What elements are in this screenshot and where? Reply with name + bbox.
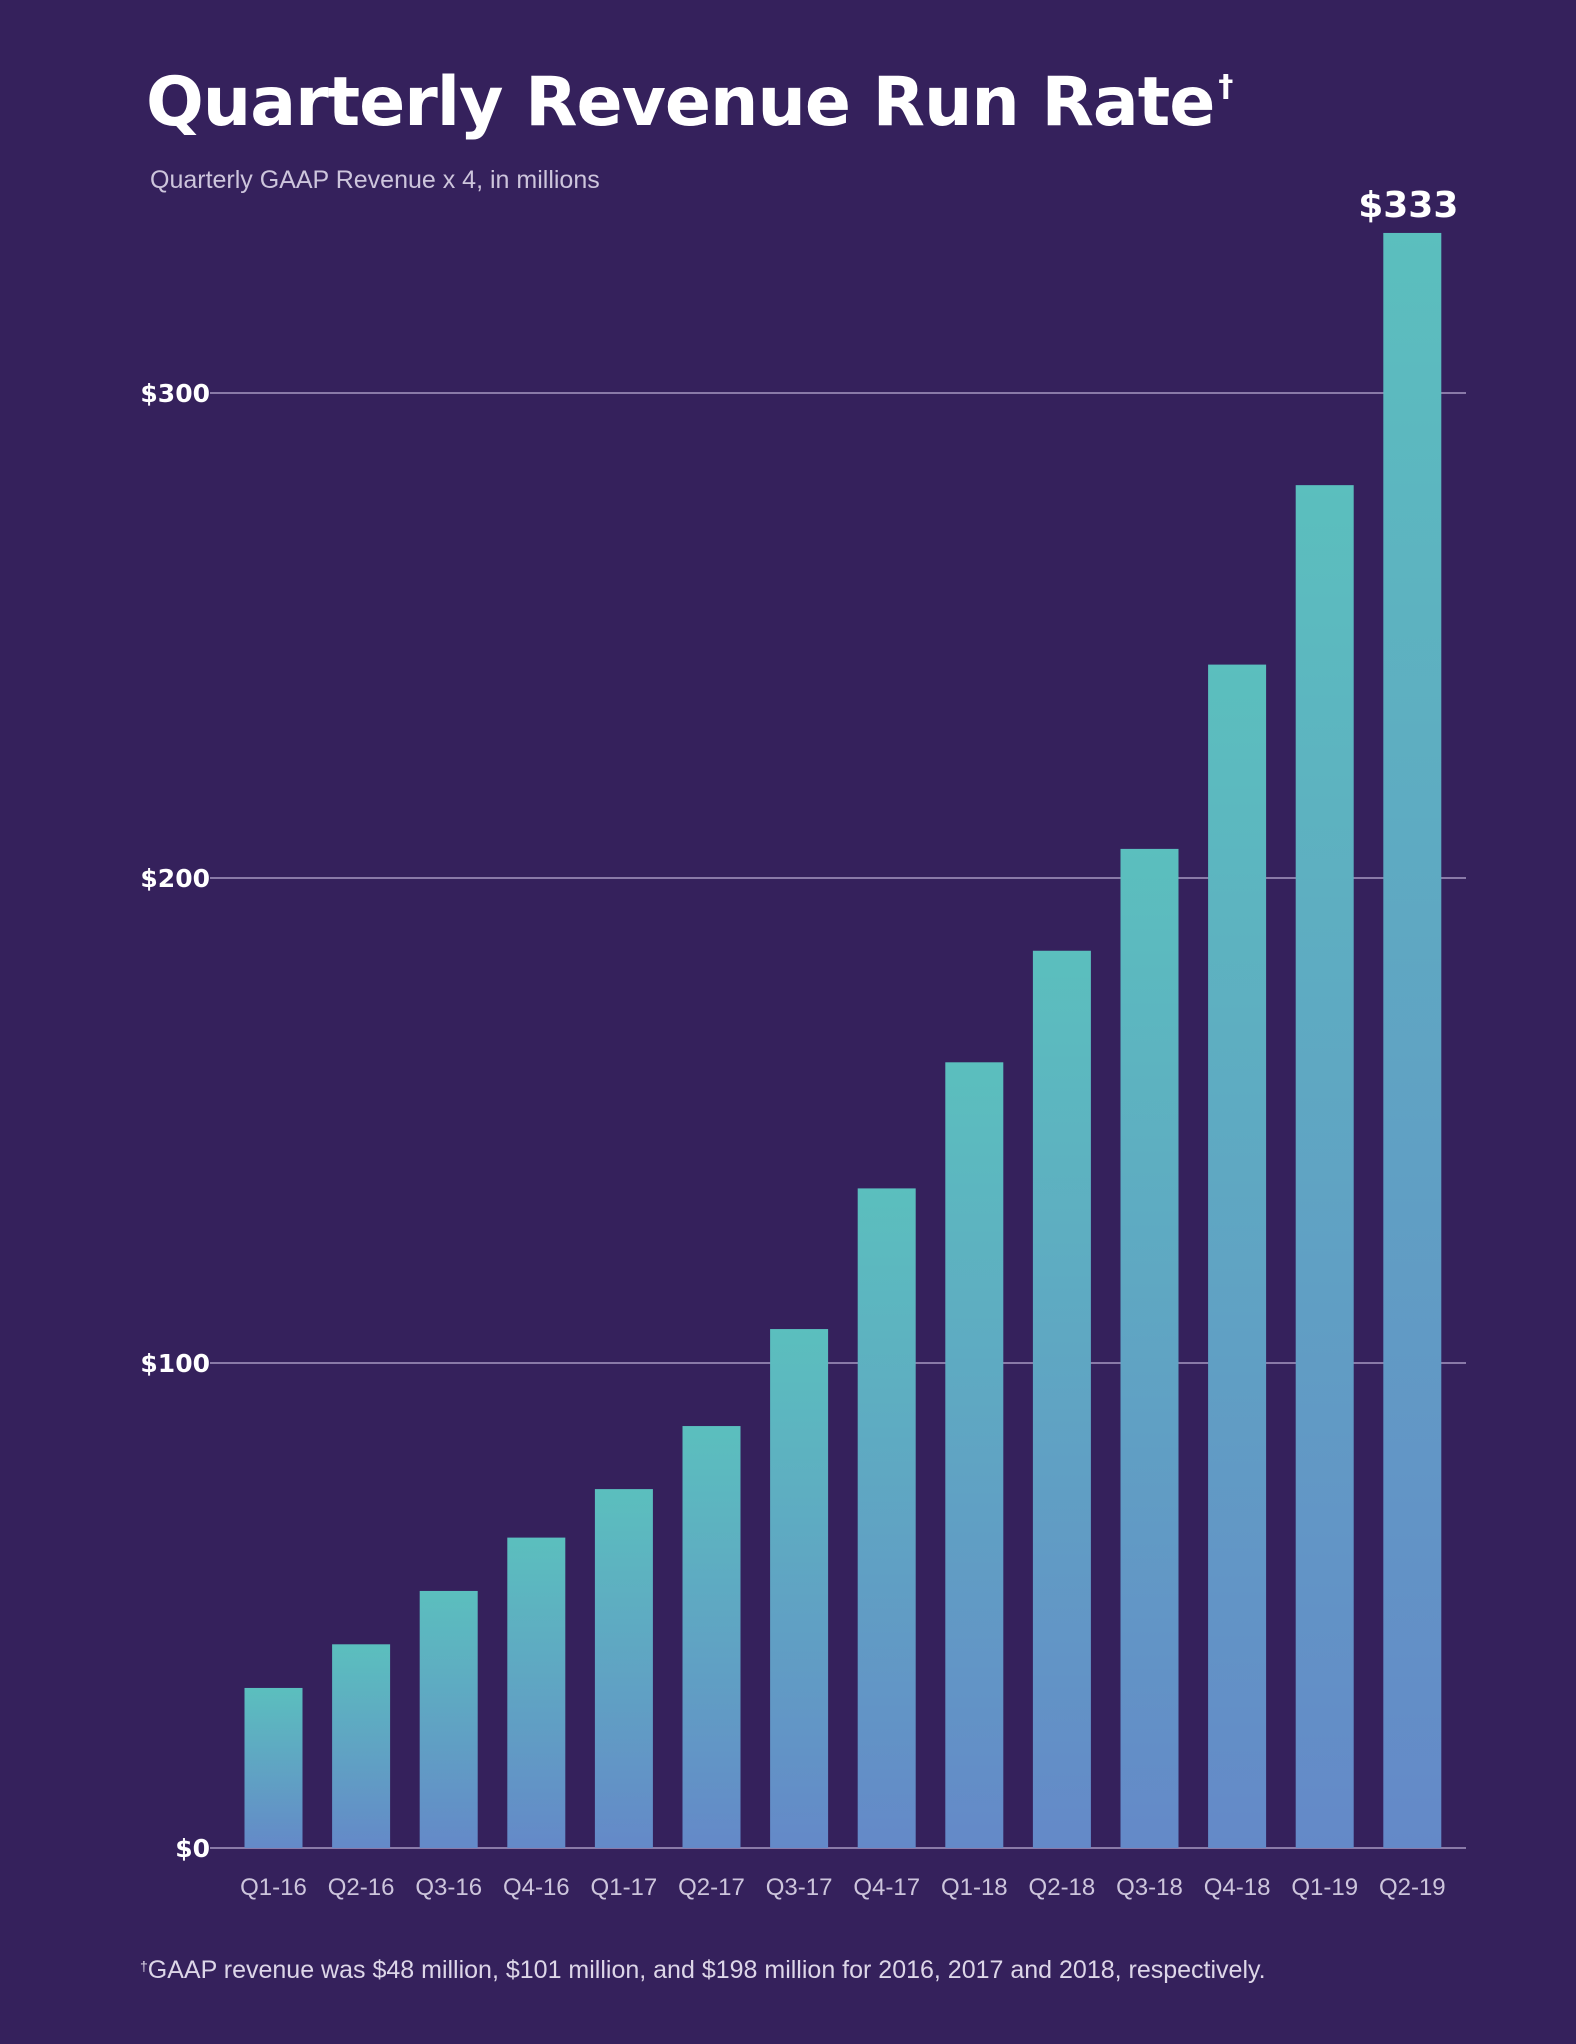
x-tick-label: Q4-18 — [1204, 1874, 1271, 1901]
x-tick-label: Q2-18 — [1029, 1874, 1096, 1901]
bar-Q4-16 — [507, 1537, 566, 1848]
x-tick-label: Q3-18 — [1116, 1874, 1183, 1901]
bar-chart: $0 $100 $200 $300 Q1-16 Q2-16 Q3-16 Q4-16 Q1-17 Q… — [140, 185, 1466, 1901]
bar-Q4-18 — [1208, 664, 1267, 1848]
labels: $0 $100 $200 $300 Q1-16 Q2-16 Q3-16 Q4-16 Q1-17 Q… — [140, 185, 1458, 1901]
bar-Q3-18 — [1120, 848, 1179, 1848]
x-tick-label: Q3-17 — [766, 1874, 833, 1901]
x-tick-label: Q1-16 — [240, 1874, 307, 1901]
x-tick-label: Q2-16 — [328, 1874, 395, 1901]
footnote-mark: † — [140, 1958, 148, 1974]
data-label: $333 — [1358, 185, 1458, 226]
x-tick-label: Q1-17 — [591, 1874, 658, 1901]
bars — [244, 232, 1442, 1849]
x-tick-label: Q2-19 — [1379, 1874, 1446, 1901]
gridlines — [210, 392, 1466, 1849]
y-tick-label: $300 — [140, 379, 210, 408]
bar-Q3-17 — [770, 1329, 829, 1848]
x-tick-label: Q4-17 — [853, 1874, 920, 1901]
y-tick-label: $200 — [140, 864, 210, 893]
title-footnote-mark: † — [1218, 69, 1233, 104]
x-tick-label: Q1-19 — [1291, 1874, 1358, 1901]
x-tick-label: Q4-16 — [503, 1874, 570, 1901]
bar-Q1-19 — [1295, 485, 1354, 1848]
x-tick-label: Q3-16 — [415, 1874, 482, 1901]
bar-Q1-17 — [594, 1489, 653, 1848]
y-tick-label: $100 — [140, 1349, 210, 1378]
x-tick-label: Q1-18 — [941, 1874, 1008, 1901]
chart-title: Quarterly Revenue Run Rate † — [146, 63, 1233, 142]
y-tick-label: $0 — [175, 1834, 210, 1863]
bar-Q2-16 — [332, 1644, 391, 1848]
bar-Q1-18 — [945, 1062, 1004, 1848]
footnote-text: GAAP revenue was $48 million, $101 milli… — [147, 1956, 1266, 1984]
bar-Q3-16 — [419, 1590, 478, 1848]
chart-subtitle: Quarterly GAAP Revenue x 4, in millions — [150, 166, 600, 194]
bar-Q2-19 — [1383, 232, 1442, 1849]
chart-title-text: Quarterly Revenue Run Rate — [146, 63, 1215, 142]
bar-Q1-16 — [244, 1687, 303, 1848]
footnote: †GAAP revenue was $48 million, $101 mill… — [140, 1956, 1266, 1985]
bar-Q2-17 — [682, 1426, 741, 1848]
bar-Q2-18 — [1032, 950, 1091, 1848]
bar-Q4-17 — [857, 1188, 916, 1848]
x-tick-label: Q2-17 — [678, 1874, 745, 1901]
